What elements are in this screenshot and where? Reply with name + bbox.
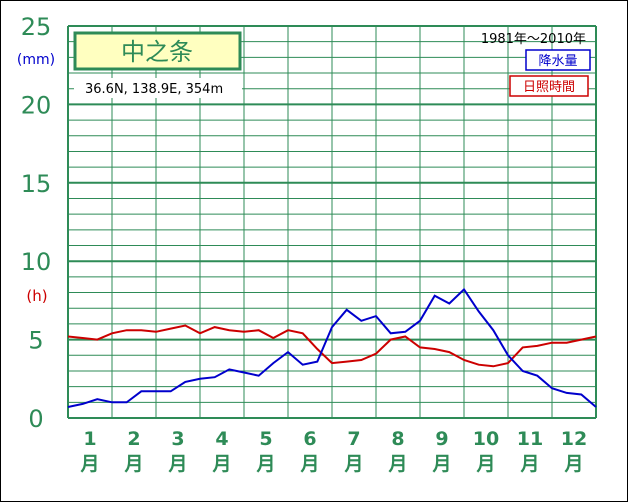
y-unit-precip: (mm) [17, 52, 55, 68]
month-number-label: 8 [391, 428, 404, 450]
month-suffix-label: 月 [299, 453, 319, 475]
month-number-label: 10 [473, 428, 499, 450]
y-tick-label: 20 [21, 91, 52, 119]
legend-sun-label: 日照時間 [523, 80, 575, 95]
legend-precip-box [525, 49, 591, 71]
month-suffix-label: 月 [387, 453, 407, 475]
month-number-label: 12 [561, 428, 587, 450]
month-suffix-label: 月 [475, 453, 495, 475]
month-suffix-label: 月 [519, 453, 539, 475]
month-suffix-label: 月 [79, 453, 99, 475]
y-tick-label: 25 [21, 13, 52, 41]
month-number-label: 2 [127, 428, 140, 450]
legend-sun-box [509, 75, 589, 97]
month-labels: 1 月 2 月 3 月 4 月 5 月 6 月 7 月 8 月 9 月 10 月 11 月 12 月 [79, 428, 587, 475]
location-box [74, 78, 242, 98]
chart-title: 中之条 [121, 38, 193, 66]
month-suffix-label: 月 [123, 453, 143, 475]
month-suffix-label: 月 [343, 453, 363, 475]
month-number-label: 7 [347, 428, 360, 450]
y-tick-label: 5 [28, 327, 43, 355]
month-suffix-label: 月 [167, 453, 187, 475]
month-number-label: 4 [215, 428, 228, 450]
precipitation-line [67, 287, 597, 408]
y-tick-label: 0 [28, 405, 43, 433]
month-suffix-label: 月 [431, 453, 451, 475]
month-suffix-label: 月 [563, 453, 583, 475]
month-number-label: 6 [303, 428, 316, 450]
sunshine-line [67, 324, 597, 368]
month-number-label: 5 [259, 428, 272, 450]
month-number-label: 11 [517, 428, 543, 450]
month-number-label: 9 [435, 428, 448, 450]
month-suffix-label: 月 [255, 453, 275, 475]
legend-precip-label: 降水量 [538, 54, 577, 69]
chart-title-box [73, 31, 242, 71]
month-suffix-label: 月 [211, 453, 231, 475]
y-tick-labels: 0 5 10 15 20 25 [21, 13, 52, 433]
y-tick-label: 10 [21, 248, 52, 276]
y-tick-label: 15 [21, 170, 52, 198]
month-number-label: 1 [83, 428, 96, 450]
month-number-label: 3 [171, 428, 184, 450]
y-unit-sun: (h) [26, 287, 47, 305]
location-label: 36.6N, 138.9E, 354m [85, 82, 223, 97]
period-label: 1981年～2010年 [481, 32, 586, 47]
